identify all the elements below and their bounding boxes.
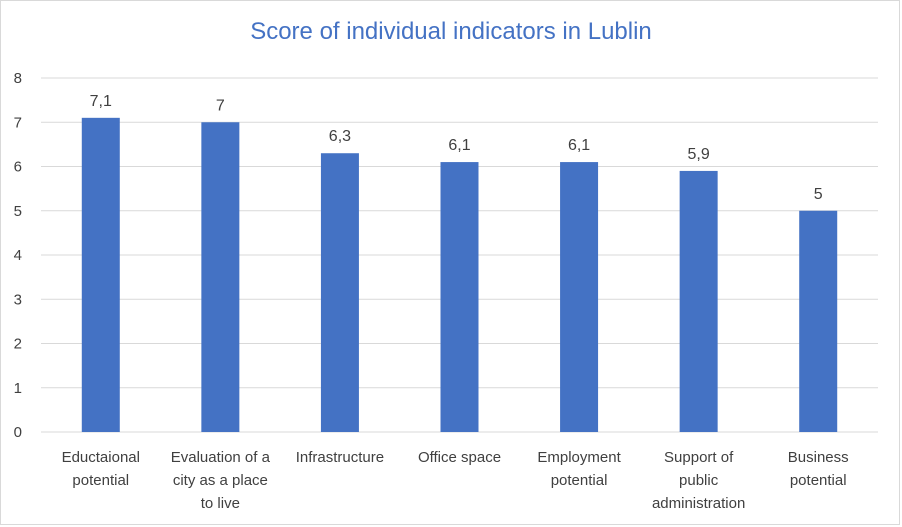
bar [201,122,240,432]
y-tick-label: 8 [14,70,22,87]
bar [440,162,479,432]
data-label: 5,9 [688,146,710,163]
bar [679,170,718,433]
y-tick-label: 6 [14,159,22,176]
category-label: Evaluation of a city as a place to live [171,449,271,512]
data-label: 5 [814,186,823,203]
y-tick-label: 5 [14,203,22,220]
bar [560,162,599,432]
bar [320,153,359,432]
category-label: Eductaional potential [62,449,140,489]
category-label: Office space [418,449,501,466]
data-label: 6,3 [329,128,351,145]
y-tick-label: 2 [14,336,22,353]
chart-title: Score of individual indicators in Lublin [250,18,652,45]
bar [81,117,120,432]
y-tick-label: 1 [14,380,22,397]
category-label: Employment potential [537,449,621,489]
data-label: 7 [216,97,225,114]
data-label: 6,1 [568,137,590,154]
category-label: Business potential [788,449,849,489]
data-label: 7,1 [90,93,112,110]
data-label: 6,1 [448,137,470,154]
y-tick-label: 4 [14,247,22,264]
category-label: Support of public administration [652,449,745,512]
y-tick-label: 0 [14,424,22,441]
y-tick-label: 7 [14,114,22,131]
y-tick-label: 3 [14,291,22,308]
category-label: Infrastructure [296,449,384,466]
bar [799,210,838,432]
